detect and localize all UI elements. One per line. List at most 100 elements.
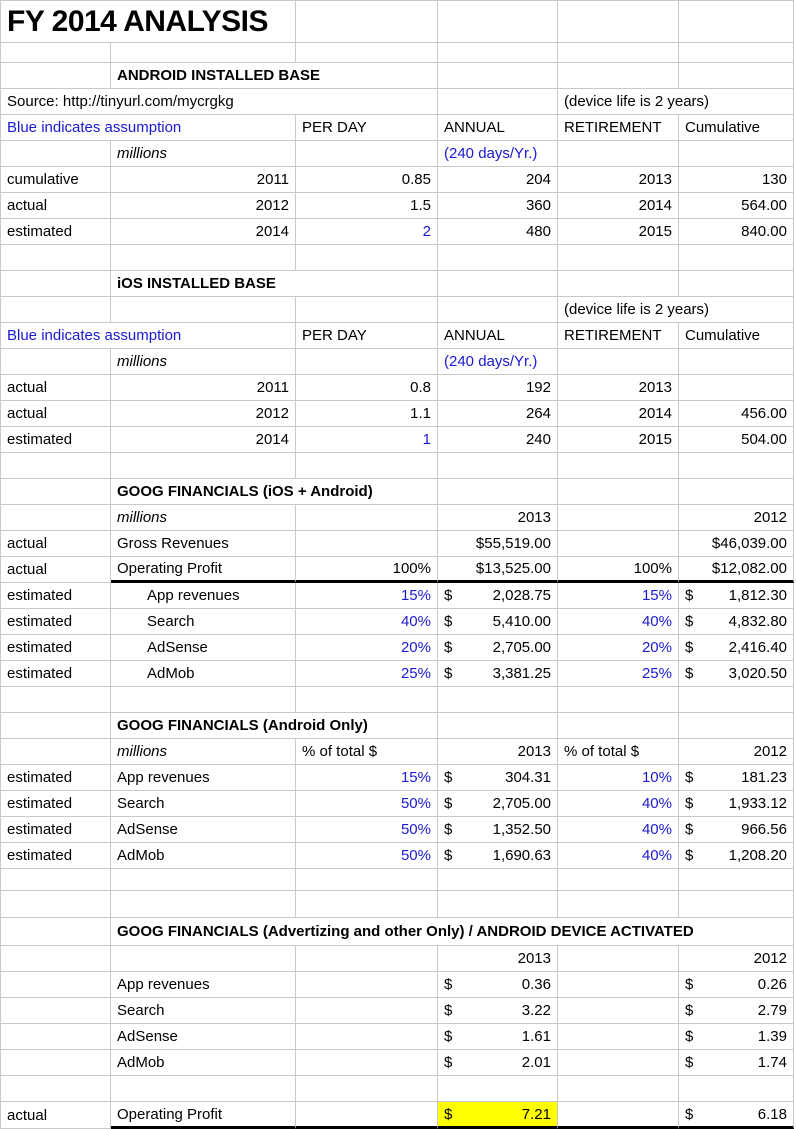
cell[interactable]: 2 bbox=[296, 219, 438, 245]
cell[interactable] bbox=[558, 479, 679, 505]
cell[interactable]: 2012 bbox=[111, 401, 296, 427]
year-header[interactable]: 2012 bbox=[679, 946, 794, 972]
cell[interactable] bbox=[558, 1102, 679, 1129]
cell[interactable]: $55,519.00 bbox=[438, 531, 558, 557]
cell[interactable] bbox=[438, 1, 558, 43]
cell[interactable]: AdSense bbox=[111, 635, 296, 661]
cell[interactable]: 2014 bbox=[558, 401, 679, 427]
cell[interactable]: 100% bbox=[296, 557, 438, 583]
cell[interactable]: 0.8 bbox=[296, 375, 438, 401]
cell[interactable] bbox=[111, 43, 296, 63]
device-life-note[interactable]: (device life is 2 years) bbox=[558, 89, 794, 115]
cell[interactable]: 1.1 bbox=[296, 401, 438, 427]
cell[interactable]: 504.00 bbox=[679, 427, 794, 453]
cell[interactable] bbox=[296, 1102, 438, 1129]
cell[interactable]: 100% bbox=[558, 557, 679, 583]
cell[interactable]: 2011 bbox=[111, 375, 296, 401]
section-header-goog-android[interactable]: GOOG FINANCIALS (Android Only) bbox=[111, 713, 438, 739]
cell[interactable] bbox=[296, 297, 438, 323]
section-header-android[interactable]: ANDROID INSTALLED BASE bbox=[111, 63, 438, 89]
col-header-per-day[interactable]: PER DAY bbox=[296, 115, 438, 141]
cell[interactable]: 2012 bbox=[111, 193, 296, 219]
col-header-cumulative[interactable]: Cumulative bbox=[679, 323, 794, 349]
cell[interactable] bbox=[1, 453, 111, 479]
cell[interactable] bbox=[1, 687, 111, 713]
cell[interactable] bbox=[558, 349, 679, 375]
cell[interactable]: App revenues bbox=[111, 972, 296, 998]
year-header[interactable]: 2013 bbox=[438, 946, 558, 972]
row-label[interactable]: actual bbox=[1, 193, 111, 219]
cell[interactable]: $3.22 bbox=[438, 998, 558, 1024]
section-header-ios[interactable]: iOS INSTALLED BASE bbox=[111, 271, 438, 297]
cell[interactable]: Search bbox=[111, 791, 296, 817]
cell[interactable] bbox=[1, 1076, 111, 1102]
cell[interactable] bbox=[558, 869, 679, 891]
cell[interactable]: 40% bbox=[558, 843, 679, 869]
cell[interactable] bbox=[679, 891, 794, 918]
cell[interactable]: 360 bbox=[438, 193, 558, 219]
cell[interactable] bbox=[1, 505, 111, 531]
cell[interactable] bbox=[111, 869, 296, 891]
cell[interactable]: Operating Profit bbox=[111, 1102, 296, 1129]
cell[interactable]: $1,208.20 bbox=[679, 843, 794, 869]
cell[interactable] bbox=[1, 297, 111, 323]
legend-blue-note[interactable]: Blue indicates assumption bbox=[1, 323, 296, 349]
cell[interactable]: 25% bbox=[558, 661, 679, 687]
year-header[interactable]: 2013 bbox=[438, 739, 558, 765]
row-label[interactable]: estimated bbox=[1, 817, 111, 843]
cell[interactable] bbox=[558, 891, 679, 918]
cell[interactable] bbox=[1, 972, 111, 998]
col-header-cumulative[interactable]: Cumulative bbox=[679, 115, 794, 141]
cell[interactable] bbox=[1, 946, 111, 972]
cell[interactable]: $3,381.25 bbox=[438, 661, 558, 687]
cell[interactable] bbox=[111, 687, 296, 713]
cell[interactable] bbox=[558, 972, 679, 998]
cell[interactable]: $304.31 bbox=[438, 765, 558, 791]
cell[interactable]: $2.01 bbox=[438, 1050, 558, 1076]
cell[interactable] bbox=[296, 1050, 438, 1076]
cell[interactable] bbox=[296, 998, 438, 1024]
cell[interactable]: 15% bbox=[558, 583, 679, 609]
cell[interactable]: 2015 bbox=[558, 219, 679, 245]
cell[interactable] bbox=[111, 1076, 296, 1102]
cell[interactable]: 2014 bbox=[558, 193, 679, 219]
cell[interactable]: 192 bbox=[438, 375, 558, 401]
cell[interactable] bbox=[1, 43, 111, 63]
cell[interactable] bbox=[1, 63, 111, 89]
cell[interactable] bbox=[438, 687, 558, 713]
row-label[interactable]: actual bbox=[1, 401, 111, 427]
cell[interactable]: 564.00 bbox=[679, 193, 794, 219]
cell[interactable]: 25% bbox=[296, 661, 438, 687]
row-label[interactable]: estimated bbox=[1, 427, 111, 453]
cell[interactable]: 50% bbox=[296, 843, 438, 869]
cell[interactable]: 15% bbox=[296, 765, 438, 791]
cell[interactable]: 2014 bbox=[111, 427, 296, 453]
col-header-per-day[interactable]: PER DAY bbox=[296, 323, 438, 349]
cell[interactable]: 20% bbox=[558, 635, 679, 661]
cell[interactable]: $46,039.00 bbox=[679, 531, 794, 557]
cell[interactable] bbox=[1, 998, 111, 1024]
cell[interactable] bbox=[679, 245, 794, 271]
cell[interactable]: 130 bbox=[679, 167, 794, 193]
cell[interactable]: 2015 bbox=[558, 427, 679, 453]
units-label[interactable]: millions bbox=[111, 349, 296, 375]
cell[interactable] bbox=[438, 1076, 558, 1102]
cell[interactable] bbox=[438, 713, 558, 739]
cell[interactable] bbox=[558, 505, 679, 531]
cell[interactable]: 240 bbox=[438, 427, 558, 453]
year-header[interactable]: 2012 bbox=[679, 739, 794, 765]
cell[interactable]: 1 bbox=[296, 427, 438, 453]
cell[interactable]: $966.56 bbox=[679, 817, 794, 843]
cell[interactable]: $2,028.75 bbox=[438, 583, 558, 609]
cell[interactable]: AdMob bbox=[111, 843, 296, 869]
cell[interactable] bbox=[558, 687, 679, 713]
cell[interactable]: $12,082.00 bbox=[679, 557, 794, 583]
legend-blue-note[interactable]: Blue indicates assumption bbox=[1, 115, 296, 141]
sheet-title[interactable]: FY 2014 ANALYSIS bbox=[1, 1, 296, 43]
cell[interactable] bbox=[438, 271, 558, 297]
section-header-goog-advertising[interactable]: GOOG FINANCIALS (Advertizing and other O… bbox=[111, 918, 794, 946]
row-label[interactable]: estimated bbox=[1, 635, 111, 661]
cell[interactable] bbox=[558, 531, 679, 557]
cell[interactable] bbox=[438, 453, 558, 479]
cell[interactable]: App revenues bbox=[111, 583, 296, 609]
